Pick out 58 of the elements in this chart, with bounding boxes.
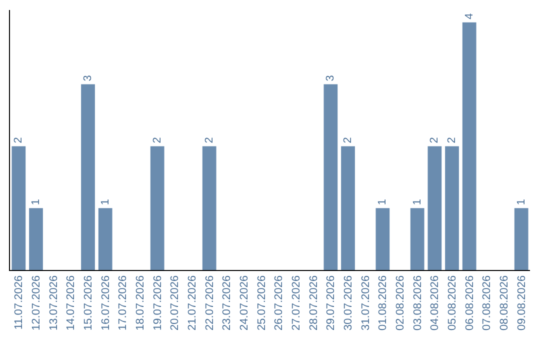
x-tick-label: 16.07.2026 [100,275,112,330]
x-tick-label: 30.07.2026 [342,275,355,330]
x-tick-label: 02.08.2026 [394,275,407,330]
bar [410,208,424,270]
x-tick-label: 15.07.2026 [82,275,95,330]
x-tick-label: 19.07.2026 [152,275,164,330]
x-tick-label: 11.07.2026 [13,275,26,330]
bar [150,146,164,270]
x-tick-label: 24.07.2026 [238,275,251,330]
bar [324,84,338,270]
x-tick-label: 08.08.2026 [498,275,511,330]
bar [29,208,43,270]
x-tick-label: 13.07.2026 [48,275,60,330]
x-tick-label: 14.07.2026 [65,275,78,330]
x-tick-label: 01.08.2026 [377,275,390,330]
bar [98,208,112,270]
data-label: 3 [82,75,94,82]
data-label: 1 [30,198,42,206]
data-label: 1 [411,198,424,206]
data-label: 1 [515,198,528,206]
data-label: 2 [12,137,25,144]
bar [514,208,528,270]
bar [462,22,476,270]
x-tick-label: 03.08.2026 [412,275,424,330]
data-label: 2 [151,137,164,144]
data-label: 2 [428,137,441,144]
x-tick-label: 21.07.2026 [186,275,199,330]
x-tick-label: 28.07.2026 [308,275,320,330]
data-label: 2 [446,137,458,144]
x-tick-label: 25.07.2026 [256,275,268,330]
x-tick-label: 18.07.2026 [134,275,147,330]
x-tick-label: 22.07.2026 [204,275,216,330]
bar [445,146,459,270]
x-tick-label: 23.07.2026 [221,275,234,330]
x-tick-label: 26.07.2026 [273,275,286,330]
data-label: 3 [324,75,337,82]
data-label: 1 [99,198,112,206]
bar [428,146,442,270]
data-label: 2 [342,137,354,144]
x-tick-label: 06.08.2026 [464,275,476,330]
data-label: 1 [376,198,389,206]
bar [81,84,95,270]
x-tick-label: 09.08.2026 [516,275,528,330]
data-label: 2 [203,137,216,144]
bar [341,146,355,270]
bar [376,208,390,270]
bar [202,146,216,270]
x-tick-label: 20.07.2026 [169,275,182,330]
x-tick-label: 05.08.2026 [446,275,459,330]
x-tick-label: 27.07.2026 [290,275,303,330]
x-tick-label: 12.07.2026 [30,275,43,330]
bar [12,146,26,270]
data-label: 4 [463,13,476,20]
x-tick-label: 04.08.2026 [429,275,442,330]
x-tick-label: 17.07.2026 [117,275,130,330]
x-tick-label: 29.07.2026 [325,275,338,330]
x-tick-label: 31.07.2026 [360,275,372,330]
x-tick-label: 07.08.2026 [481,275,494,330]
